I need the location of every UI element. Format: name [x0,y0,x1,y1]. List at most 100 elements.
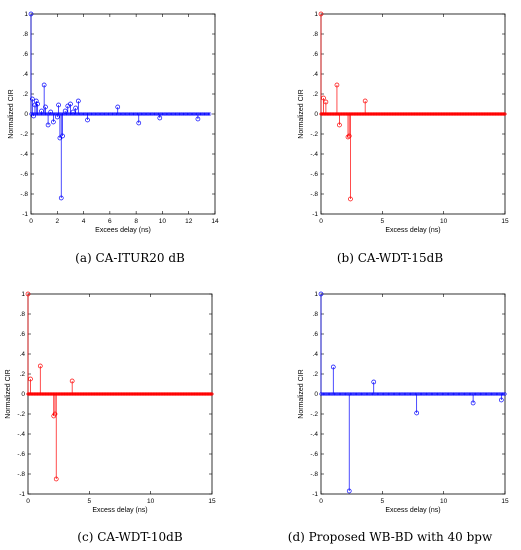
x-tick-label: 14 [211,218,219,225]
y-tick-label: -.8 [310,191,318,198]
stem-marker [195,116,201,122]
panel-caption: (a) CA-ITUR20 dB [75,251,185,265]
y-tick-label: -1 [22,211,28,218]
y-tick-label: 1 [314,11,318,18]
x-tick-label: 12 [185,218,193,225]
stem-marker [348,196,353,202]
stem-marker [371,379,377,385]
stem-marker [54,114,60,120]
y-tick-label: -1 [312,211,318,218]
y-tick-label: .8 [313,311,319,318]
stem-marker [53,476,59,482]
x-tick-label: 5 [381,498,385,505]
stem-marker [70,109,76,115]
x-tick-label: 4 [82,218,86,225]
x-axis-label: Excess delay (ns) [385,507,440,514]
stem-marker [75,98,81,104]
y-tick-label: -.6 [20,171,28,178]
panel-caption: (c) CA-WDT-10dB [77,530,183,544]
stem-marker [346,488,352,494]
stem-marker [115,104,121,110]
stem-marker [33,98,39,104]
y-tick-label: 1 [24,11,28,18]
x-tick-label: 6 [108,218,112,225]
stem-marker [470,400,476,406]
y-tick-label: 0 [21,391,25,398]
stem-marker [37,363,43,369]
stem-marker [29,96,35,102]
stem-marker [25,291,31,297]
stem-marker [330,364,336,370]
panel-caption: (d) Proposed WB-BD with 40 bpw [288,530,493,544]
x-tick-label: 10 [440,498,448,505]
y-tick-label: 0 [24,111,28,118]
y-tick-label: -.4 [20,151,28,158]
chart-panel-1: -1-.8-.6-.4-.20.2.4.6.810 2 4 6 8 10 12 14Excee… [8,11,219,265]
stem-marker [85,117,90,123]
stem-marker [62,108,68,114]
y-axis-label: Normalized CIR [8,89,15,138]
stem-marker [41,82,47,88]
stem-marker [56,102,61,108]
x-tick-label: 0 [29,218,33,225]
stem-marker [31,113,36,119]
y-axis-label: Normalized CIR [298,89,305,138]
x-tick-label: 5 [381,218,385,225]
y-tick-label: -1 [312,491,318,498]
y-tick-label: .2 [313,371,319,378]
stem-marker [323,99,329,105]
y-tick-label: .8 [23,31,29,38]
y-tick-label: 0 [314,391,318,398]
y-tick-label: -.2 [17,411,25,418]
x-tick-label: 10 [147,498,155,505]
stem-marker [136,120,142,126]
y-tick-label: -.8 [310,471,318,478]
y-tick-label: .2 [23,91,29,98]
y-tick-label: .4 [20,351,26,358]
x-tick-label: 10 [159,218,167,225]
stem-marker [318,291,324,297]
stem-marker [48,109,54,115]
y-tick-label: 1 [21,291,25,298]
stem-marker [337,122,342,128]
stem-marker [321,95,326,101]
stem-marker [35,101,40,107]
x-axis-label: Excees delay (ns) [95,227,151,234]
stem-marker [346,133,352,139]
stem-marker [39,108,44,114]
y-tick-label: -.8 [17,471,25,478]
stem-marker [73,105,79,111]
x-tick-label: 2 [55,218,59,225]
y-tick-label: -.2 [310,131,318,138]
y-tick-label: .8 [20,311,26,318]
y-tick-label: -.4 [17,431,25,438]
stem-marker [498,397,504,403]
y-tick-label: -.6 [310,171,318,178]
stem-marker [362,98,368,104]
x-axis-label: Excess delay (ns) [385,227,440,234]
x-axis-label: Excess delay (ns) [92,507,147,514]
y-tick-label: -.2 [20,131,28,138]
stem-marker [69,378,75,384]
y-tick-label: .4 [313,71,319,78]
y-tick-label: -.8 [20,191,28,198]
y-tick-label: .2 [20,371,26,378]
y-tick-label: .4 [23,71,29,78]
y-tick-label: -.4 [310,151,318,158]
x-tick-label: 15 [501,498,509,505]
y-tick-label: .6 [20,331,26,338]
x-tick-label: 5 [88,498,92,505]
y-tick-label: .8 [313,31,319,38]
y-tick-label: -.6 [310,451,318,458]
stem-marker [68,101,73,107]
stem-marker [414,410,420,416]
stem-marker [43,104,48,110]
x-tick-label: 0 [319,498,323,505]
y-tick-label: .2 [313,91,319,98]
stem-marker [345,134,351,140]
y-tick-label: .6 [23,51,29,58]
